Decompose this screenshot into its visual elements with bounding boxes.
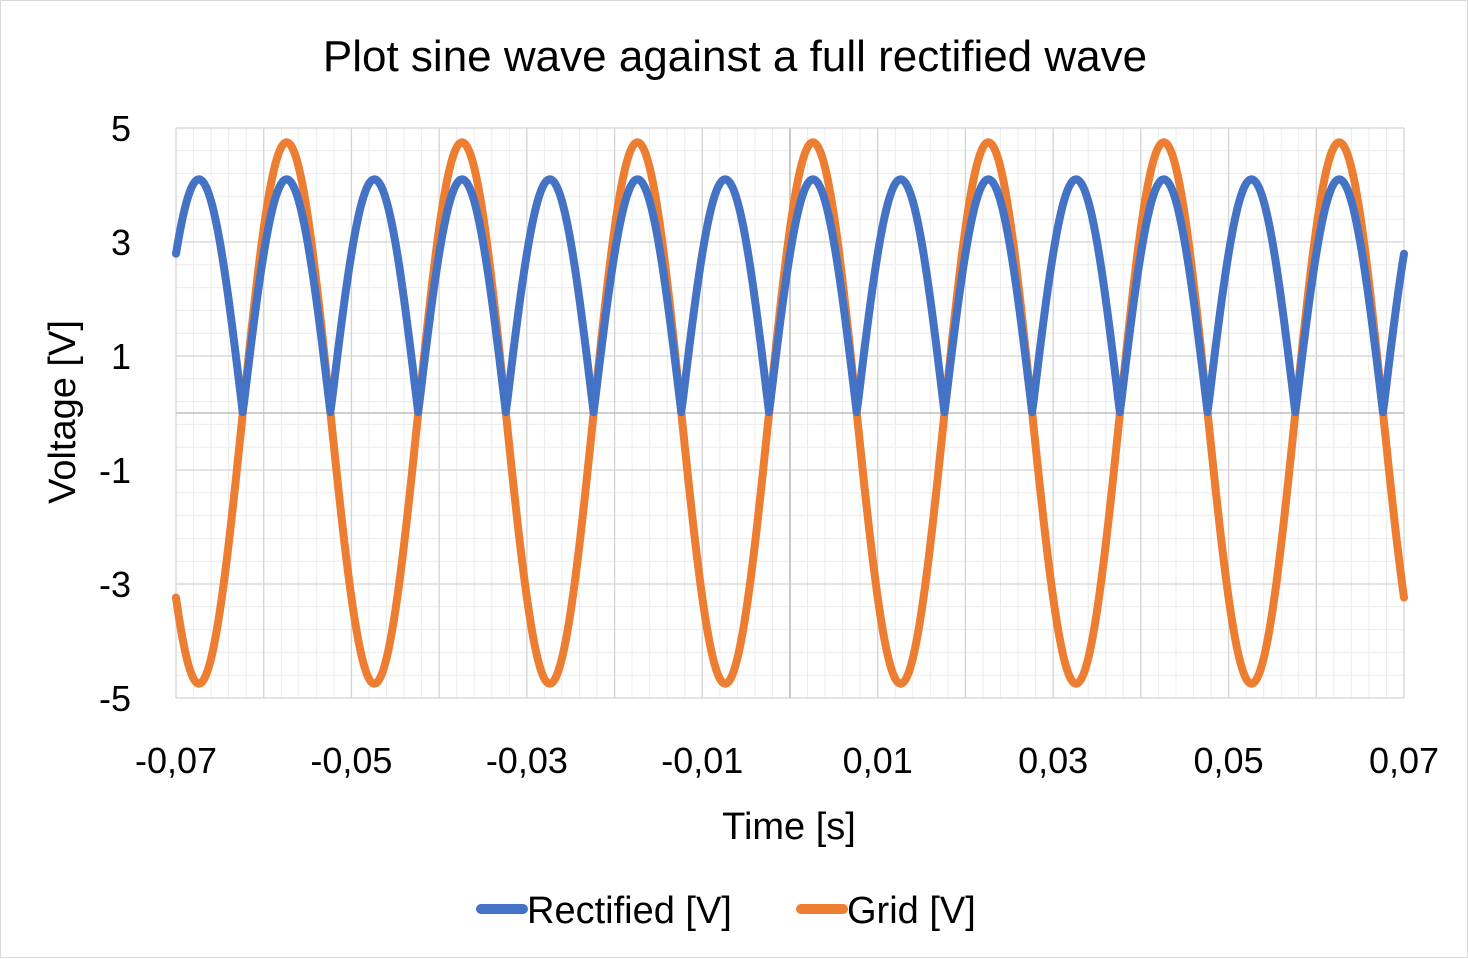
x-tick-labels: -0,07 -0,05 -0,03 -0,01 0,01 0,03 0,05 0,07 (135, 740, 1439, 781)
y-tick-label: 5 (111, 108, 131, 149)
series-lines (172, 138, 1408, 688)
legend: Rectified [V] Grid [V] (476, 890, 976, 932)
y-tick-label: 3 (111, 222, 131, 263)
chart-title: Plot sine wave against a full rectified … (323, 32, 1147, 81)
y-tick-label: -3 (99, 564, 131, 605)
x-tick-label: -0,01 (661, 740, 743, 781)
y-tick-label: 1 (111, 336, 131, 377)
x-tick-label: -0,05 (310, 740, 392, 781)
series-line-rectified (172, 175, 1408, 417)
y-axis-title: Voltage [V] (42, 320, 84, 504)
x-tick-label: -0,07 (135, 740, 217, 781)
x-tick-label: 0,03 (1018, 740, 1088, 781)
x-axis-title: Time [s] (722, 806, 856, 848)
legend-label-grid: Grid [V] (847, 890, 976, 932)
y-tick-label: -1 (99, 450, 131, 491)
y-tick-label: -5 (99, 678, 131, 719)
x-tick-label: 0,05 (1194, 740, 1264, 781)
x-tick-label: 0,01 (843, 740, 913, 781)
legend-label-rectified: Rectified [V] (527, 890, 732, 932)
y-tick-labels: 5 3 1 -1 -3 -5 (99, 108, 131, 719)
x-tick-label: -0,03 (486, 740, 568, 781)
x-tick-label: 0,07 (1369, 740, 1439, 781)
